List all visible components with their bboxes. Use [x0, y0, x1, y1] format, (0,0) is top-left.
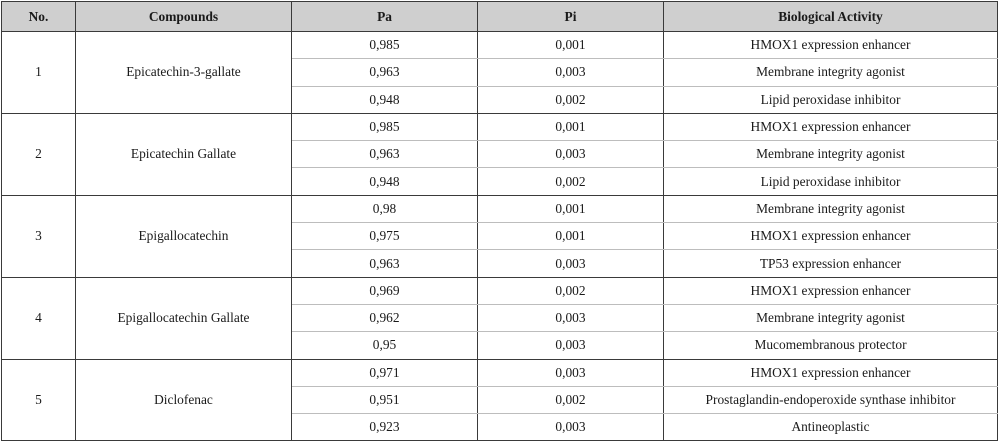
cell-pa: 0,95: [291, 331, 478, 360]
cell-activity: HMOX1 expression enhancer: [663, 359, 998, 387]
cell-no: 4: [1, 277, 76, 360]
table-row: 0,948 0,002 Lipid peroxidase inhibitor: [2, 86, 998, 114]
table-row: 4 Epigallocatechin Gallate 0,969 0,002 HMOX1…: [1, 277, 998, 360]
cell-activity: HMOX1 expression enhancer: [663, 222, 998, 251]
cell-activity: Lipid peroxidase inhibitor: [663, 86, 998, 114]
table-row: 0,962 0,003 Membrane integrity agonist: [2, 304, 998, 333]
table-body: 1 Epicatechin-3-gallate 0,985 0,001 HMOX1 ex…: [1, 31, 998, 442]
cell-pa: 0,923: [291, 413, 478, 442]
cell-pa: 0,948: [291, 86, 478, 114]
cell-activity: HMOX1 expression enhancer: [663, 113, 998, 142]
cell-activity: Lipid peroxidase inhibitor: [663, 167, 998, 196]
table-row: 0,95 0,003 Mucomembranous protector: [2, 331, 998, 360]
cell-compound: Diclofenac: [75, 359, 292, 442]
cell-no: 3: [1, 195, 76, 278]
cell-pi: 0,003: [477, 331, 664, 360]
cell-activity: Membrane integrity agonist: [663, 58, 998, 87]
table-row: 0,948 0,002 Lipid peroxidase inhibitor: [2, 167, 998, 196]
cell-activity: Membrane integrity agonist: [663, 140, 998, 169]
cell-activity: HMOX1 expression enhancer: [663, 31, 998, 60]
cell-activity: Membrane integrity agonist: [663, 195, 998, 224]
header-row: No. Compounds Pa Pi Biological Activity: [1, 1, 998, 32]
table-row: 5 Diclofenac 0,971 0,003 HMOX1 expression en…: [1, 359, 998, 442]
table-header: No. Compounds Pa Pi Biological Activity: [1, 1, 998, 32]
cell-pa: 0,963: [291, 140, 478, 169]
cell-pa: 0,963: [291, 58, 478, 87]
table-row: 0,963 0,003 TP53 expression enhancer: [2, 249, 998, 278]
header-pa: Pa: [291, 1, 478, 32]
table-row: 0,975 0,001 HMOX1 expression enhancer: [2, 222, 998, 251]
cell-pi: 0,003: [477, 304, 664, 333]
cell-no: 5: [1, 359, 76, 442]
cell-activity: Mucomembranous protector: [663, 331, 998, 360]
cell-pa: 0,971: [291, 359, 478, 387]
header-pi: Pi: [477, 1, 664, 32]
table-row: 0,963 0,003 Membrane integrity agonist: [2, 140, 998, 169]
cell-pa: 0,98: [291, 195, 478, 224]
cell-compound: Epigallocatechin Gallate: [75, 277, 292, 360]
header-no: No.: [1, 1, 76, 32]
cell-pi: 0,002: [477, 386, 664, 415]
cell-pa: 0,962: [291, 304, 478, 333]
cell-pi: 0,003: [477, 140, 664, 169]
table-row: 3 Epigallocatechin 0,98 0,001 Membrane integ…: [1, 195, 998, 278]
table-row: 0,923 0,003 Antineoplastic: [2, 413, 998, 442]
cell-pa: 0,985: [291, 31, 478, 60]
cell-activity: HMOX1 expression enhancer: [663, 277, 998, 305]
cell-compound: Epicatechin Gallate: [75, 113, 292, 196]
cell-pa: 0,969: [291, 277, 478, 305]
cell-pi: 0,001: [477, 31, 664, 60]
table-row: 0,963 0,003 Membrane integrity agonist: [2, 58, 998, 87]
cell-activity: TP53 expression enhancer: [663, 249, 998, 278]
cell-pi: 0,001: [477, 195, 664, 224]
cell-no: 2: [1, 113, 76, 196]
cell-pa: 0,951: [291, 386, 478, 415]
cell-pa: 0,985: [291, 113, 478, 142]
cell-compound: Epicatechin-3-gallate: [75, 31, 292, 114]
cell-pi: 0,002: [477, 277, 664, 305]
cell-pi: 0,002: [477, 86, 664, 114]
cell-activity: Membrane integrity agonist: [663, 304, 998, 333]
cell-pa: 0,975: [291, 222, 478, 251]
cell-no: 1: [1, 31, 76, 114]
cell-pi: 0,003: [477, 359, 664, 387]
cell-activity: Prostaglandin-endoperoxide synthase inhi…: [663, 386, 998, 415]
table-row: 2 Epicatechin Gallate 0,985 0,001 HMOX1 expr…: [1, 113, 998, 196]
cell-activity: Antineoplastic: [663, 413, 998, 442]
cell-pa: 0,963: [291, 249, 478, 278]
table-row: 1 Epicatechin-3-gallate 0,985 0,001 HMOX1 ex…: [1, 31, 998, 114]
cell-pi: 0,003: [477, 58, 664, 87]
header-activity: Biological Activity: [663, 1, 998, 32]
cell-pi: 0,003: [477, 249, 664, 278]
cell-pi: 0,003: [477, 413, 664, 442]
header-compounds: Compounds: [75, 1, 292, 32]
cell-pi: 0,001: [477, 113, 664, 142]
cell-pa: 0,948: [291, 167, 478, 196]
cell-compound: Epigallocatechin: [75, 195, 292, 278]
cell-pi: 0,001: [477, 222, 664, 251]
table-row: 0,951 0,002 Prostaglandin-endoperoxide syn…: [2, 386, 998, 415]
cell-pi: 0,002: [477, 167, 664, 196]
